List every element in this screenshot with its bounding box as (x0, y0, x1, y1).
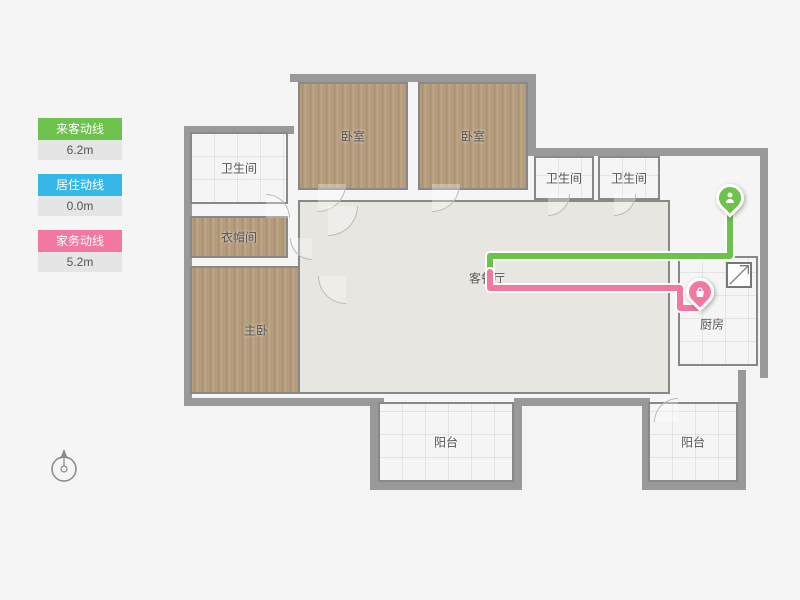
wall (642, 482, 746, 490)
room-label: 卫生间 (221, 160, 257, 177)
compass-icon (44, 445, 84, 485)
canvas: 来客动线 6.2m 居住动线 0.0m 家务动线 5.2m (0, 0, 800, 600)
room-closet: 衣帽间 (190, 216, 288, 258)
kitchen-window-icon (726, 262, 752, 288)
wall (528, 148, 768, 156)
chores-marker-icon (686, 278, 714, 314)
wall (370, 398, 378, 488)
wall (514, 398, 522, 488)
guest-marker-icon (716, 184, 744, 220)
legend: 来客动线 6.2m 居住动线 0.0m 家务动线 5.2m (38, 118, 122, 286)
room-label: 主卧 (244, 322, 268, 339)
floorplan: 卧室卧室卫生间卫生间卫生间衣帽间主卧客餐厅厨房阳台阳台 (170, 66, 770, 536)
wall (514, 398, 648, 406)
wall (738, 370, 746, 490)
wall (760, 148, 768, 378)
legend-item-guest: 来客动线 6.2m (38, 118, 122, 160)
room-label: 厨房 (700, 316, 724, 333)
legend-title: 居住动线 (38, 174, 122, 196)
legend-value: 0.0m (38, 196, 122, 216)
legend-item-chores: 家务动线 5.2m (38, 230, 122, 272)
door-arc (290, 238, 312, 260)
room-label: 客餐厅 (469, 270, 505, 287)
wall (370, 482, 522, 490)
room-label: 阳台 (681, 434, 705, 451)
room-label: 阳台 (434, 434, 458, 451)
room-label: 卫生间 (611, 170, 647, 187)
wall (528, 74, 536, 154)
legend-value: 6.2m (38, 140, 122, 160)
room-bedroom1: 卧室 (298, 82, 408, 190)
room-bath1: 卫生间 (190, 132, 288, 204)
room-label: 卧室 (461, 128, 485, 145)
legend-title: 来客动线 (38, 118, 122, 140)
wall (290, 74, 536, 82)
wall (184, 398, 384, 406)
legend-item-living: 居住动线 0.0m (38, 174, 122, 216)
room-living: 客餐厅 (298, 200, 670, 394)
room-bedroom2: 卧室 (418, 82, 528, 190)
room-balcony1: 阳台 (378, 402, 514, 482)
room-label: 衣帽间 (221, 229, 257, 246)
legend-title: 家务动线 (38, 230, 122, 252)
legend-value: 5.2m (38, 252, 122, 272)
room-label: 卧室 (341, 128, 365, 145)
room-label: 卫生间 (546, 170, 582, 187)
